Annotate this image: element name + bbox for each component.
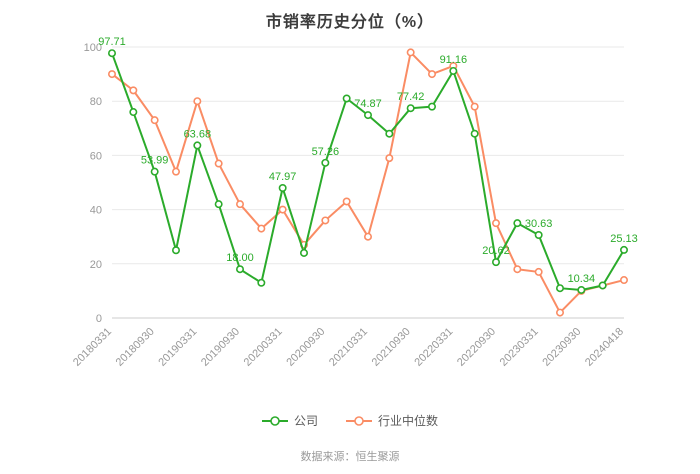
x-axis-tick-label: 20220930 bbox=[455, 326, 498, 369]
data-point-marker bbox=[555, 284, 564, 293]
data-point-marker bbox=[236, 265, 245, 274]
data-point-marker bbox=[299, 248, 308, 257]
data-point-marker bbox=[406, 104, 415, 113]
legend-marker-company-icon bbox=[261, 415, 288, 426]
data-point-label: 10.34 bbox=[568, 273, 596, 285]
data-point-marker bbox=[321, 158, 330, 167]
legend-item-company[interactable]: 公司 bbox=[261, 412, 318, 429]
y-axis-tick-label: 0 bbox=[96, 313, 102, 325]
x-axis-tick-label: 20200331 bbox=[242, 326, 285, 369]
data-point-marker bbox=[577, 285, 586, 294]
data-point-marker bbox=[108, 49, 117, 58]
y-axis-tick-label: 80 bbox=[90, 96, 102, 108]
line-chart: 0 20 40 60 80 100 20180331 20180930 20190331 2019… bbox=[71, 36, 638, 369]
data-point-marker bbox=[598, 281, 607, 290]
data-point-marker bbox=[278, 184, 287, 193]
x-axis-tick-label: 20230930 bbox=[540, 326, 583, 369]
data-point-marker bbox=[236, 200, 245, 209]
data-point-marker bbox=[363, 232, 372, 241]
data-point-marker bbox=[150, 167, 159, 176]
data-point-label: 91.16 bbox=[440, 54, 468, 66]
data-point-marker bbox=[257, 224, 266, 233]
y-axis-tick-label: 100 bbox=[84, 42, 102, 54]
x-axis-tick-label: 20200930 bbox=[284, 326, 327, 369]
data-point-marker bbox=[491, 258, 500, 267]
data-point-marker bbox=[172, 167, 181, 176]
data-point-marker bbox=[619, 245, 628, 254]
data-point-marker bbox=[278, 205, 287, 214]
chart-title: 市销率历史分位（%） bbox=[265, 14, 435, 31]
data-point-marker bbox=[470, 129, 479, 138]
data-point-label: 57.26 bbox=[312, 146, 340, 158]
data-point-marker bbox=[385, 129, 394, 138]
data-point-marker bbox=[214, 200, 223, 209]
data-point-marker bbox=[406, 48, 415, 57]
data-point-label: 47.97 bbox=[269, 171, 297, 183]
data-point-marker bbox=[513, 265, 522, 274]
data-point-marker bbox=[172, 246, 181, 255]
x-axis-tick-label: 20220331 bbox=[412, 326, 455, 369]
data-point-marker bbox=[427, 102, 436, 111]
legend-item-industry-median[interactable]: 行业中位数 bbox=[346, 412, 438, 429]
x-axis-tick-label: 20180930 bbox=[114, 326, 157, 369]
data-point-label: 97.71 bbox=[98, 36, 126, 48]
data-point-label: 53.99 bbox=[141, 155, 169, 167]
data-point-marker bbox=[534, 230, 543, 239]
data-point-marker bbox=[555, 308, 564, 317]
data-point-marker bbox=[193, 97, 202, 106]
data-point-label: 20.62 bbox=[482, 245, 510, 257]
data-point-marker bbox=[257, 278, 266, 287]
data-point-marker bbox=[108, 70, 117, 79]
data-point-marker bbox=[449, 66, 458, 75]
x-axis-tick-label: 20180331 bbox=[71, 326, 114, 369]
x-axis-tick-label: 20190930 bbox=[199, 326, 242, 369]
y-axis-tick-label: 20 bbox=[90, 259, 102, 271]
series-line-1 bbox=[111, 52, 625, 291]
y-axis-tick-label: 40 bbox=[90, 205, 102, 217]
data-point-marker bbox=[385, 154, 394, 163]
data-point-marker bbox=[214, 159, 223, 168]
legend-label-industry-median: 行业中位数 bbox=[378, 414, 439, 428]
data-point-marker bbox=[470, 102, 479, 111]
data-point-marker bbox=[619, 276, 628, 285]
data-point-marker bbox=[534, 267, 543, 276]
x-axis-tick-label: 20240418 bbox=[583, 326, 626, 369]
chart-legend: 公司 行业中位数 bbox=[0, 412, 700, 429]
data-point-marker bbox=[427, 70, 436, 79]
data-source-note: 数据来源：恒生聚源 bbox=[300, 451, 400, 463]
data-point-marker bbox=[342, 94, 351, 103]
x-axis-tick-label: 20210930 bbox=[370, 326, 413, 369]
line-chart-container: 0 20 40 60 80 100 20180331 20180930 20190331 2019… bbox=[71, 36, 638, 369]
data-point-marker bbox=[321, 216, 330, 225]
data-point-marker bbox=[513, 219, 522, 228]
data-point-marker bbox=[363, 111, 372, 120]
legend-label-company: 公司 bbox=[293, 414, 318, 428]
y-axis-tick-label: 60 bbox=[90, 150, 102, 162]
data-point-marker bbox=[129, 108, 138, 117]
x-axis-tick-label: 20230331 bbox=[498, 326, 541, 369]
data-point-marker bbox=[150, 116, 159, 125]
data-point-marker bbox=[193, 141, 202, 150]
data-point-label: 18.00 bbox=[226, 252, 254, 264]
data-point-marker bbox=[491, 219, 500, 228]
data-point-label: 74.87 bbox=[354, 98, 382, 110]
data-point-marker bbox=[342, 197, 351, 206]
data-point-label: 63.68 bbox=[184, 128, 212, 140]
data-point-label: 25.13 bbox=[610, 233, 638, 245]
x-axis-tick-label: 20190331 bbox=[156, 326, 199, 369]
data-point-marker bbox=[129, 86, 138, 95]
data-point-label: 77.42 bbox=[397, 91, 425, 103]
x-axis-tick-label: 20210331 bbox=[327, 326, 370, 369]
legend-marker-industry-icon bbox=[346, 415, 372, 426]
data-point-label: 30.63 bbox=[525, 218, 553, 230]
